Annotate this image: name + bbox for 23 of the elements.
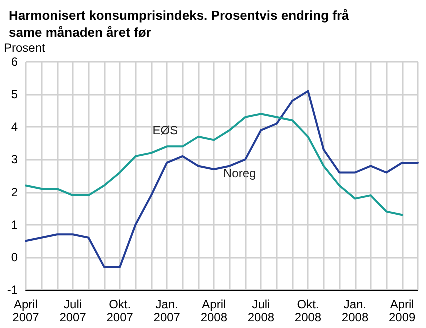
x-tick-label: Okt. 2007 [106, 298, 134, 324]
x-tick-label: April 2007 [12, 298, 40, 324]
x-tick-label: April 2009 [388, 298, 416, 324]
y-tick-label: 1 [11, 218, 18, 232]
line-series [25, 113, 404, 216]
y-tick-label: 5 [11, 88, 18, 102]
x-tick-label: Juli 2007 [60, 298, 87, 324]
y-axis-title: Prosent [4, 41, 46, 55]
y-tick-label: 3 [11, 152, 18, 167]
y-tick-label: 6 [11, 55, 18, 69]
series-label: EØS [152, 124, 178, 138]
x-tick-label: April 2008 [200, 298, 228, 324]
y-tick-label: 0 [11, 250, 18, 264]
series-label: Noreg [224, 166, 256, 181]
x-tick-label: Okt. 2008 [294, 298, 322, 324]
x-tick-label: Jan. 2007 [154, 298, 181, 324]
y-tick-label: 4 [11, 120, 18, 134]
y-tick-label: 2 [11, 185, 18, 200]
x-tick-label: Juli 2008 [248, 298, 275, 324]
chart-title: Harmonisert konsumprisindeks. Prosentvis endring frå same månaden året før [9, 8, 350, 40]
x-tick-label: Jan. 2008 [342, 298, 369, 324]
line-series [25, 90, 419, 268]
y-tick-label: -1 [7, 283, 18, 297]
